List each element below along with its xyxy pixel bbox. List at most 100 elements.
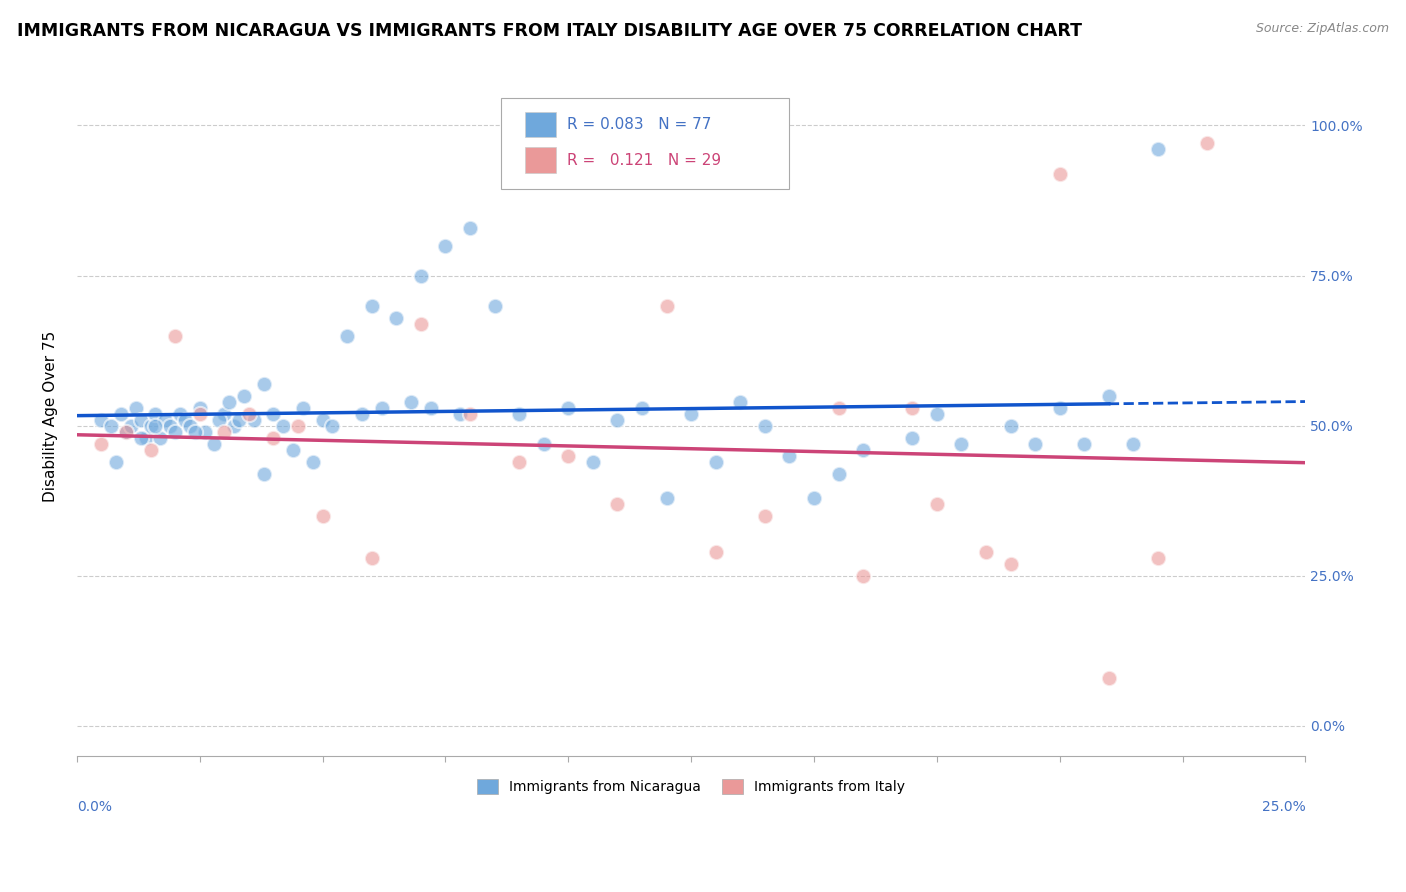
Point [311, 412, 333, 426]
Point [204, 436, 226, 450]
Text: 25.0%: 25.0% [1261, 800, 1305, 814]
Point [301, 455, 323, 469]
Point [188, 401, 211, 415]
Point [1000, 557, 1022, 571]
Point [901, 401, 924, 415]
Point [557, 449, 579, 463]
Point [252, 467, 274, 481]
Point [139, 442, 162, 457]
Point [149, 431, 172, 445]
Point [778, 449, 800, 463]
Point [606, 497, 628, 511]
Point [218, 394, 240, 409]
Point [974, 545, 997, 559]
Point [262, 431, 284, 445]
Point [449, 407, 471, 421]
Point [1073, 436, 1095, 450]
FancyBboxPatch shape [501, 98, 789, 189]
Point [252, 376, 274, 391]
Point [803, 491, 825, 505]
Point [188, 407, 211, 421]
Point [557, 401, 579, 415]
Point [1098, 389, 1121, 403]
Point [730, 394, 752, 409]
Point [458, 407, 481, 421]
Point [399, 394, 422, 409]
Point [287, 418, 309, 433]
Bar [526, 147, 555, 173]
Point [458, 220, 481, 235]
Point [827, 467, 849, 481]
Point [155, 412, 177, 426]
Point [350, 407, 373, 421]
Point [508, 455, 530, 469]
Point [233, 389, 256, 403]
Point [754, 418, 776, 433]
Point [184, 425, 207, 439]
Point [508, 407, 530, 421]
Point [139, 418, 162, 433]
Y-axis label: Disability Age Over 75: Disability Age Over 75 [44, 331, 58, 502]
Legend: Immigrants from Nicaragua, Immigrants from Italy: Immigrants from Nicaragua, Immigrants fr… [472, 774, 911, 800]
Point [90, 436, 112, 450]
Point [385, 310, 408, 325]
Point [409, 268, 432, 283]
Point [228, 412, 250, 426]
Point [224, 418, 246, 433]
Point [901, 431, 924, 445]
Point [242, 412, 264, 426]
Text: 0.0%: 0.0% [77, 800, 112, 814]
Point [145, 418, 167, 433]
Point [852, 442, 875, 457]
Point [1049, 167, 1071, 181]
Point [214, 425, 236, 439]
Point [129, 412, 152, 426]
Point [120, 418, 142, 433]
Text: R = 0.083   N = 77: R = 0.083 N = 77 [567, 117, 711, 132]
Point [321, 418, 343, 433]
Point [681, 407, 703, 421]
Point [1098, 671, 1121, 685]
Point [606, 412, 628, 426]
Point [370, 401, 392, 415]
Point [105, 455, 128, 469]
Point [360, 550, 382, 565]
Point [704, 545, 727, 559]
Point [1000, 418, 1022, 433]
Point [145, 407, 167, 421]
Point [90, 412, 112, 426]
Point [925, 497, 948, 511]
Point [484, 299, 506, 313]
Point [100, 418, 122, 433]
Point [1147, 143, 1170, 157]
Point [419, 401, 441, 415]
Point [950, 436, 973, 450]
Point [631, 401, 654, 415]
Point [582, 455, 605, 469]
Point [271, 418, 294, 433]
Point [1147, 550, 1170, 565]
Text: IMMIGRANTS FROM NICARAGUA VS IMMIGRANTS FROM ITALY DISABILITY AGE OVER 75 CORREL: IMMIGRANTS FROM NICARAGUA VS IMMIGRANTS … [17, 22, 1081, 40]
Point [125, 401, 148, 415]
Point [434, 238, 457, 252]
Point [754, 508, 776, 523]
Point [291, 401, 314, 415]
Point [238, 407, 260, 421]
Point [655, 491, 678, 505]
Bar [526, 112, 555, 137]
Point [129, 431, 152, 445]
Point [533, 436, 555, 450]
Point [925, 407, 948, 421]
Point [179, 418, 201, 433]
Point [1197, 136, 1219, 151]
Point [159, 418, 181, 433]
Point [174, 412, 197, 426]
Point [1049, 401, 1071, 415]
Point [704, 455, 727, 469]
Point [655, 299, 678, 313]
Point [208, 412, 231, 426]
Point [311, 508, 333, 523]
Point [360, 299, 382, 313]
Point [1024, 436, 1046, 450]
Point [281, 442, 304, 457]
